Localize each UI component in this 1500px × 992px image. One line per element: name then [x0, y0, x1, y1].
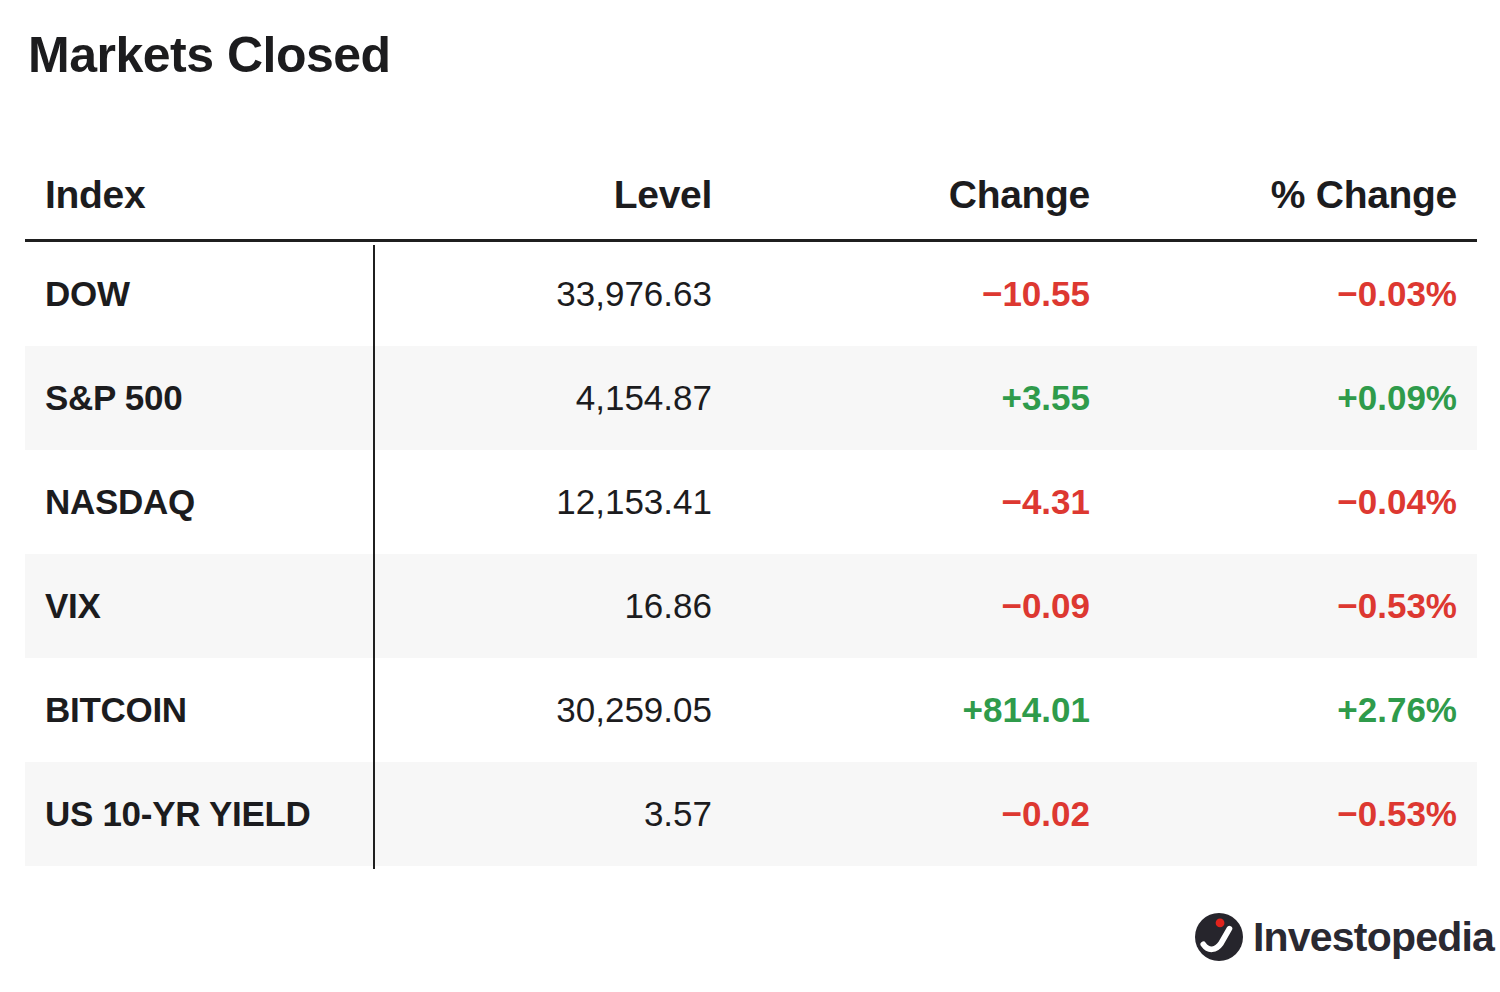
- investopedia-wordmark: Investopedia: [1253, 917, 1494, 958]
- investopedia-logo: Investopedia: [1195, 913, 1494, 961]
- change-cell: −0.02: [712, 794, 1090, 834]
- pct-change-cell: −0.53%: [1090, 794, 1477, 834]
- index-name-cell: NASDAQ: [25, 482, 374, 522]
- pct-change-cell: −0.03%: [1090, 274, 1477, 314]
- column-header-pct-change: % Change: [1090, 173, 1477, 217]
- page-title: Markets Closed: [28, 30, 391, 80]
- change-cell: +814.01: [712, 690, 1090, 730]
- level-cell: 30,259.05: [374, 690, 712, 730]
- pct-change-cell: −0.53%: [1090, 586, 1477, 626]
- index-name-cell: S&P 500: [25, 378, 374, 418]
- investopedia-mark-icon: [1195, 913, 1243, 961]
- table-body: DOW 33,976.63 −10.55 −0.03% S&P 500 4,15…: [25, 242, 1477, 866]
- pct-change-cell: +0.09%: [1090, 378, 1477, 418]
- level-cell: 4,154.87: [374, 378, 712, 418]
- level-cell: 12,153.41: [374, 482, 712, 522]
- table-row: DOW 33,976.63 −10.55 −0.03%: [25, 242, 1477, 346]
- pct-change-cell: −0.04%: [1090, 482, 1477, 522]
- table-row: VIX 16.86 −0.09 −0.53%: [25, 554, 1477, 658]
- column-divider-line: [373, 245, 375, 869]
- level-cell: 33,976.63: [374, 274, 712, 314]
- level-cell: 3.57: [374, 794, 712, 834]
- table-row: US 10-YR YIELD 3.57 −0.02 −0.53%: [25, 762, 1477, 866]
- column-header-index: Index: [25, 173, 374, 217]
- pct-change-cell: +2.76%: [1090, 690, 1477, 730]
- table-row: NASDAQ 12,153.41 −4.31 −0.04%: [25, 450, 1477, 554]
- level-cell: 16.86: [374, 586, 712, 626]
- markets-closed-graphic: Markets Closed Index Level Change % Chan…: [0, 0, 1500, 992]
- markets-table: Index Level Change % Change DOW 33,976.6…: [25, 150, 1477, 866]
- index-name-cell: BITCOIN: [25, 690, 374, 730]
- table-header-row: Index Level Change % Change: [25, 150, 1477, 242]
- change-cell: +3.55: [712, 378, 1090, 418]
- change-cell: −10.55: [712, 274, 1090, 314]
- column-header-level: Level: [374, 173, 712, 217]
- column-header-change: Change: [712, 173, 1090, 217]
- table-row: S&P 500 4,154.87 +3.55 +0.09%: [25, 346, 1477, 450]
- index-name-cell: VIX: [25, 586, 374, 626]
- index-name-cell: US 10-YR YIELD: [25, 794, 374, 834]
- change-cell: −0.09: [712, 586, 1090, 626]
- index-name-cell: DOW: [25, 274, 374, 314]
- change-cell: −4.31: [712, 482, 1090, 522]
- table-row: BITCOIN 30,259.05 +814.01 +2.76%: [25, 658, 1477, 762]
